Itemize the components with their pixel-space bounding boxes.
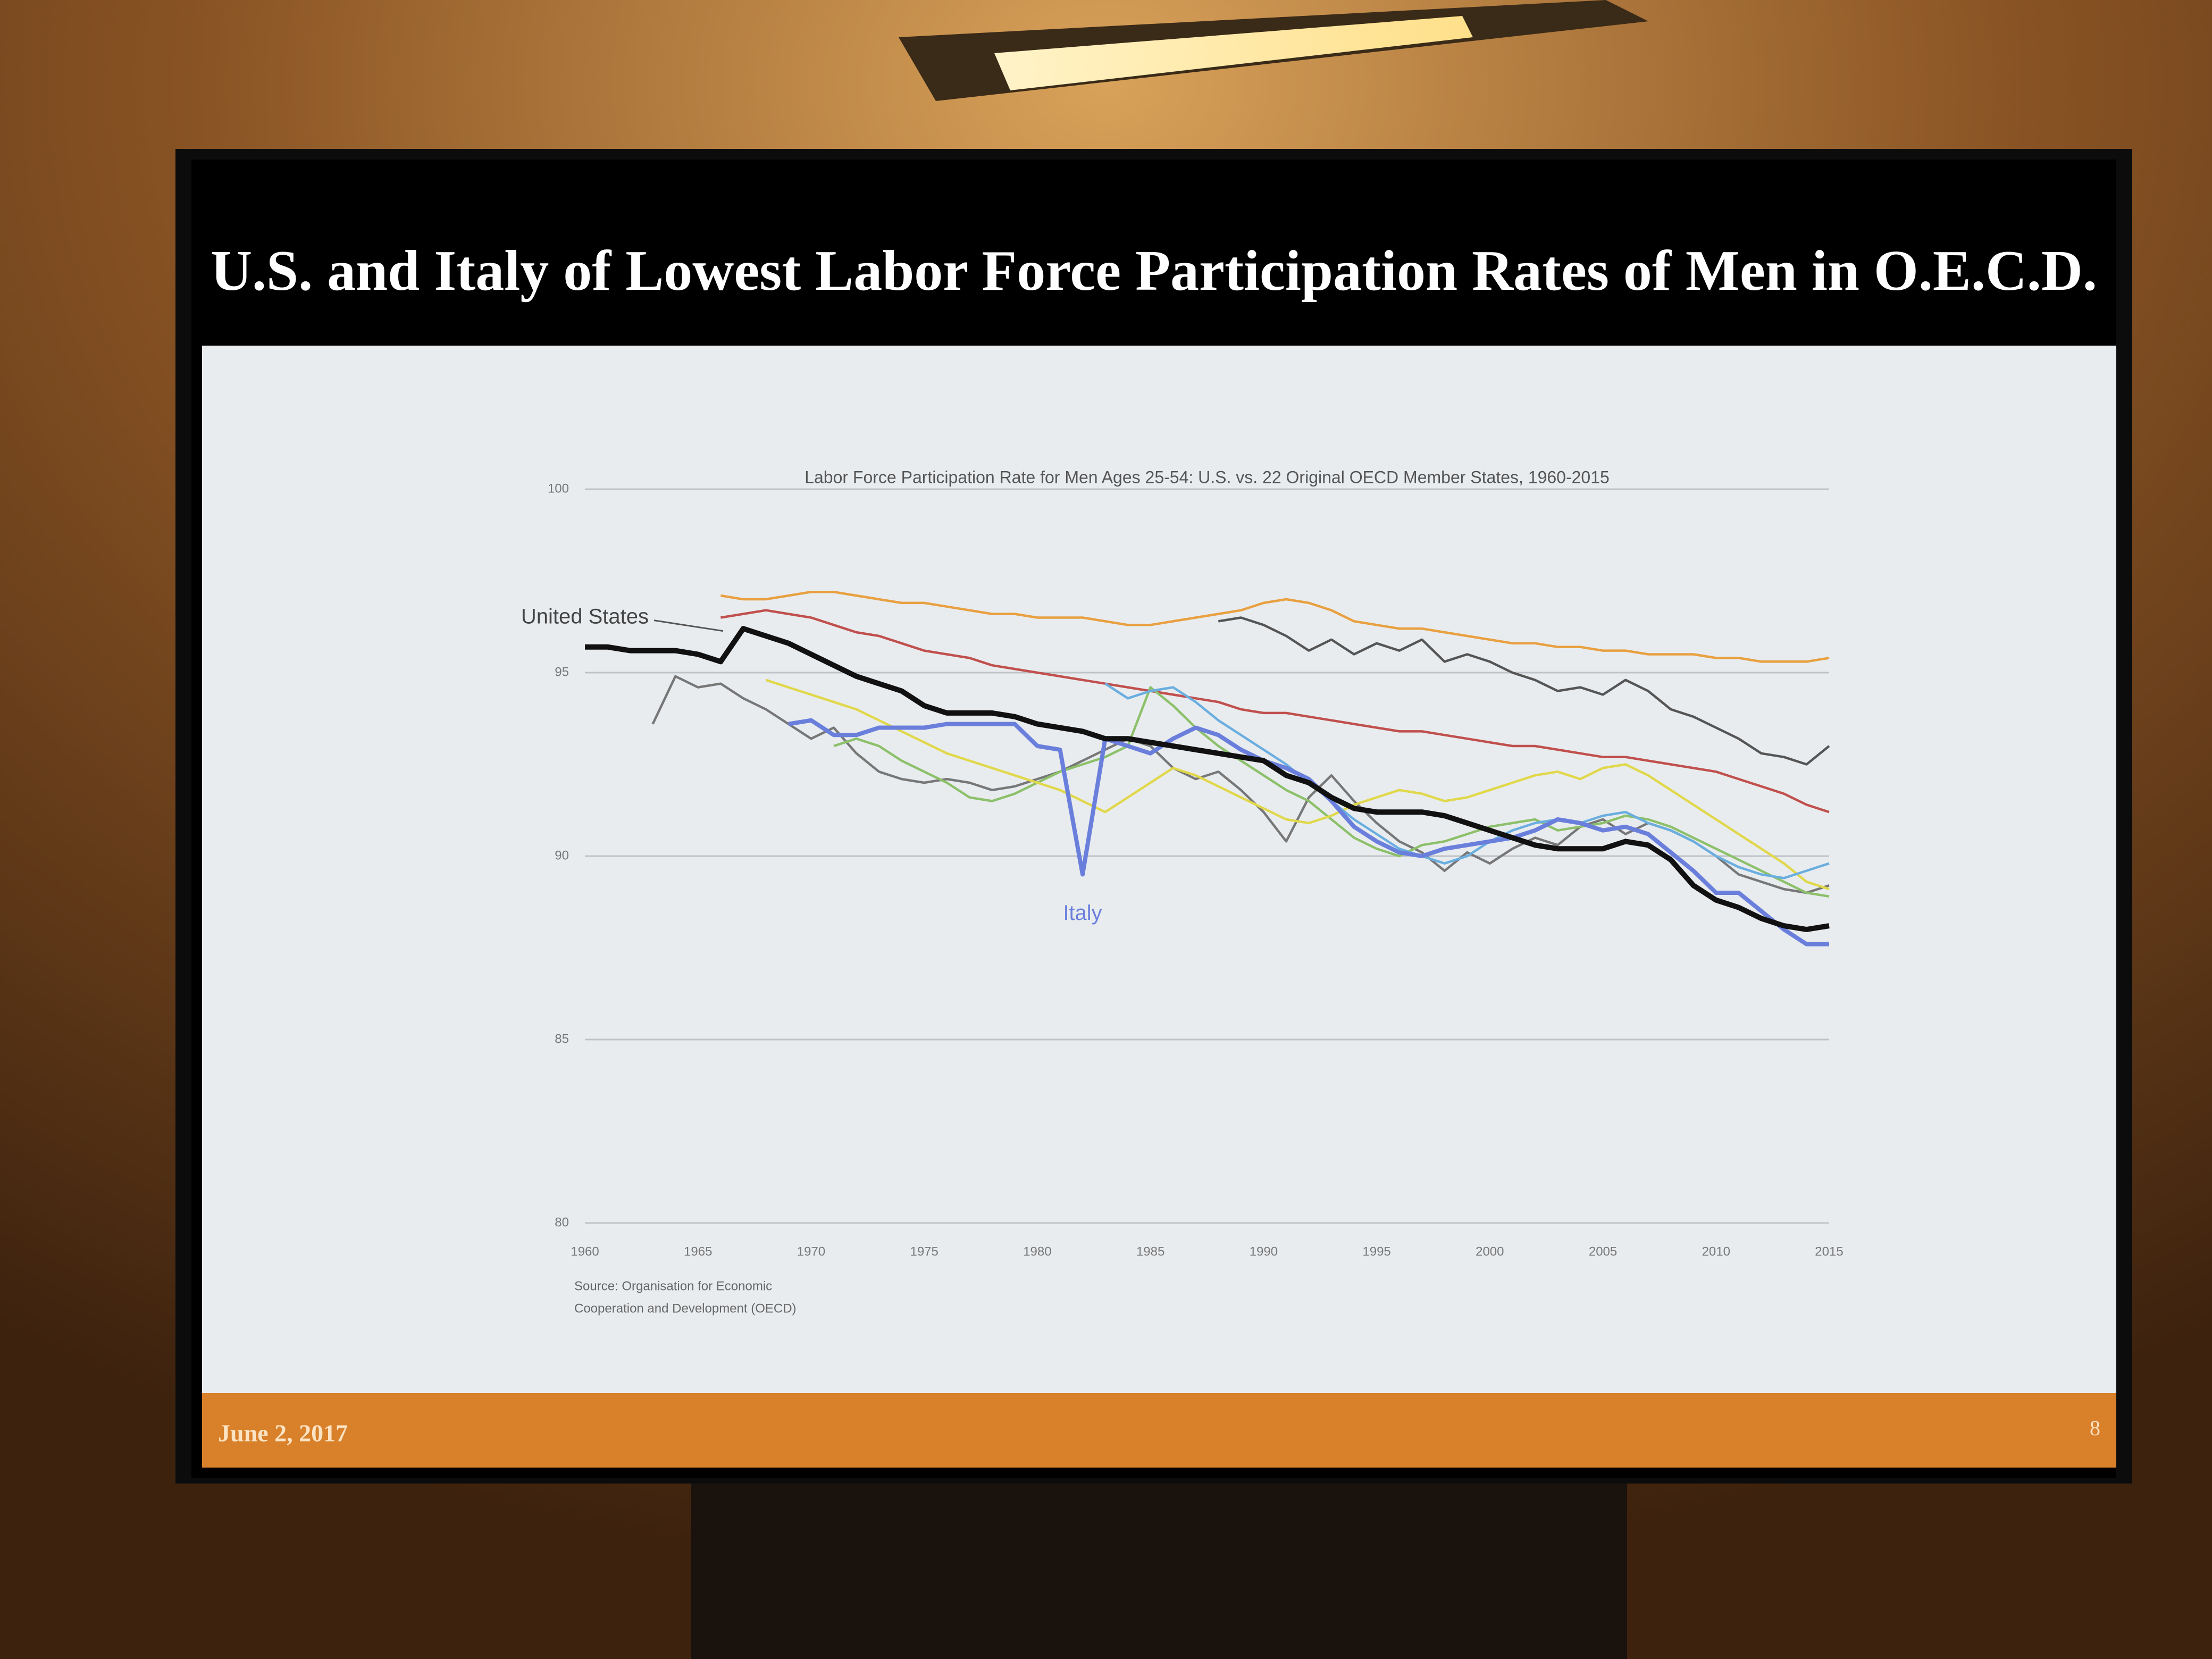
series-line: [720, 609, 1830, 814]
x-tick-label: 2015: [1815, 1244, 1843, 1259]
x-tick-label: 2000: [1476, 1244, 1504, 1259]
slide-title: U.S. and Italy of Lowest Labor Force Par…: [211, 239, 2097, 303]
annotation-leader: [653, 619, 724, 632]
series-line: [788, 718, 1829, 946]
x-tick-label: 1995: [1362, 1244, 1390, 1259]
x-tick-label: 1980: [1023, 1244, 1051, 1259]
x-tick-label: 1975: [910, 1244, 938, 1259]
slide-date: June 2, 2017: [218, 1420, 348, 1447]
chart-title: Labor Force Participation Rate for Men A…: [805, 467, 1610, 487]
x-tick-label: 1985: [1136, 1244, 1164, 1259]
y-tick-label: 85: [555, 1032, 569, 1046]
y-tick-label: 90: [555, 848, 569, 862]
y-tick-label: 80: [555, 1215, 569, 1229]
series-line: [833, 686, 1830, 898]
lamp-light: [994, 16, 1473, 90]
source-note: Cooperation and Development (OECD): [574, 1301, 797, 1316]
series-line: [585, 626, 1830, 932]
x-tick-label: 1970: [797, 1244, 825, 1259]
x-tick-label: 2010: [1702, 1244, 1730, 1259]
plot: 80 85 90 95 100 1960 1965 1970 1975 1980 1985 1990 1…: [521, 481, 1844, 1259]
series-annotation: Italy: [1063, 901, 1102, 925]
source-note: Source: Organisation for Economic: [574, 1279, 772, 1293]
series-line: [765, 678, 1830, 891]
series-line: [1104, 682, 1830, 879]
series-line: [720, 590, 1830, 663]
x-tick-label: 1990: [1250, 1244, 1278, 1259]
x-tick-label: 1965: [684, 1244, 712, 1259]
series-annotation: United States: [521, 605, 649, 628]
page-number: 8: [2090, 1416, 2100, 1440]
series-line: [1218, 616, 1830, 766]
y-tick-label: 100: [548, 481, 569, 496]
x-tick-label: 2005: [1589, 1244, 1617, 1259]
y-tick-label: 95: [555, 665, 569, 679]
footer-bar: [202, 1393, 2116, 1468]
x-tick-label: 1960: [571, 1244, 599, 1259]
chart-area: [202, 346, 2116, 1393]
stand: [691, 1484, 1627, 1659]
